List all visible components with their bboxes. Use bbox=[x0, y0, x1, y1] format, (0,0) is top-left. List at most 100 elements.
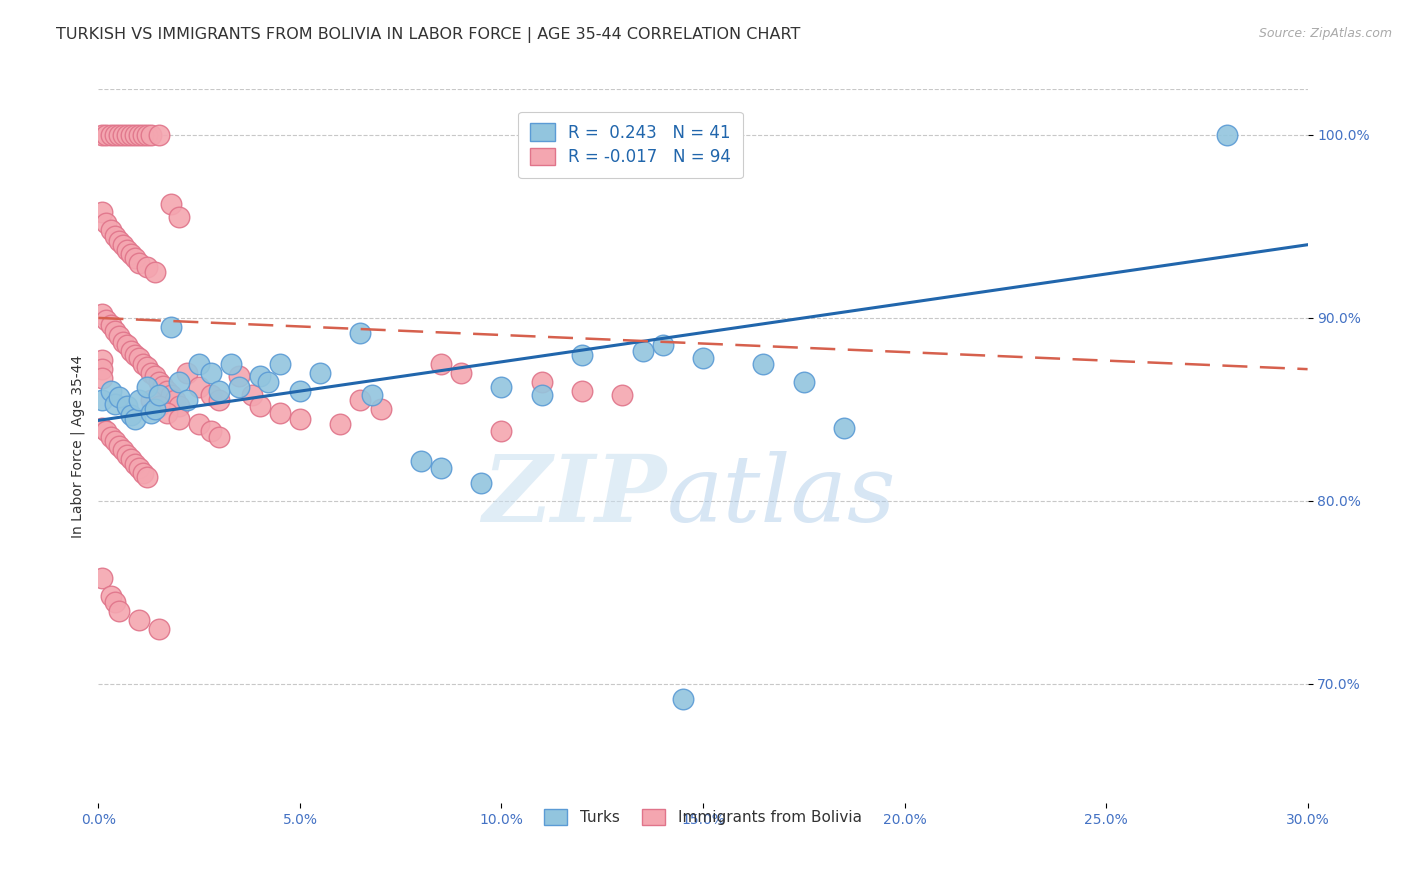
Point bbox=[115, 128, 138, 142]
Point bbox=[128, 128, 150, 142]
Point bbox=[103, 434, 125, 448]
Point bbox=[361, 388, 384, 402]
Point bbox=[91, 204, 114, 219]
Point bbox=[269, 357, 291, 371]
Text: TURKISH VS IMMIGRANTS FROM BOLIVIA IN LABOR FORCE | AGE 35-44 CORRELATION CHART: TURKISH VS IMMIGRANTS FROM BOLIVIA IN LA… bbox=[56, 27, 800, 43]
Point bbox=[148, 375, 170, 389]
Point bbox=[103, 397, 125, 411]
Point bbox=[249, 399, 271, 413]
Point bbox=[135, 128, 157, 142]
Point bbox=[100, 384, 122, 398]
Point bbox=[200, 366, 222, 380]
Point bbox=[132, 357, 155, 371]
Text: atlas: atlas bbox=[666, 451, 896, 541]
Point bbox=[120, 128, 142, 142]
Point bbox=[450, 366, 472, 380]
Point bbox=[148, 399, 170, 413]
Point bbox=[120, 408, 142, 422]
Point bbox=[91, 393, 114, 408]
Point bbox=[1216, 128, 1239, 142]
Point bbox=[148, 622, 170, 636]
Point bbox=[135, 260, 157, 274]
Point bbox=[139, 128, 162, 142]
Point bbox=[156, 406, 179, 420]
Point bbox=[128, 393, 150, 408]
Point bbox=[491, 380, 513, 394]
Legend: Turks, Immigrants from Bolivia: Turks, Immigrants from Bolivia bbox=[536, 800, 870, 834]
Point bbox=[793, 375, 815, 389]
Point bbox=[160, 197, 183, 211]
Point bbox=[692, 351, 714, 366]
Point bbox=[571, 384, 593, 398]
Point bbox=[135, 360, 157, 375]
Point bbox=[111, 237, 134, 252]
Point bbox=[107, 329, 129, 343]
Point bbox=[188, 357, 211, 371]
Point bbox=[128, 256, 150, 270]
Text: ZIP: ZIP bbox=[482, 451, 666, 541]
Point bbox=[91, 371, 114, 385]
Point bbox=[100, 223, 122, 237]
Point bbox=[111, 128, 134, 142]
Point bbox=[103, 128, 125, 142]
Point bbox=[103, 228, 125, 243]
Point bbox=[120, 247, 142, 261]
Point bbox=[491, 425, 513, 439]
Point bbox=[208, 430, 231, 444]
Point bbox=[124, 347, 146, 361]
Point bbox=[160, 388, 183, 402]
Point bbox=[228, 380, 250, 394]
Point bbox=[91, 571, 114, 585]
Point bbox=[148, 388, 170, 402]
Point bbox=[249, 369, 271, 384]
Point bbox=[672, 691, 695, 706]
Point bbox=[143, 402, 166, 417]
Point bbox=[530, 375, 553, 389]
Point bbox=[128, 351, 150, 366]
Point bbox=[612, 388, 634, 402]
Point bbox=[349, 393, 371, 408]
Point bbox=[139, 393, 162, 408]
Point bbox=[107, 390, 129, 404]
Point bbox=[128, 461, 150, 475]
Point bbox=[148, 128, 170, 142]
Point bbox=[124, 458, 146, 472]
Point bbox=[370, 402, 392, 417]
Point bbox=[163, 393, 186, 408]
Point bbox=[107, 128, 129, 142]
Point bbox=[139, 406, 162, 420]
Point bbox=[139, 366, 162, 380]
Point bbox=[256, 375, 278, 389]
Point bbox=[128, 613, 150, 627]
Point bbox=[96, 216, 118, 230]
Text: Source: ZipAtlas.com: Source: ZipAtlas.com bbox=[1258, 27, 1392, 40]
Point bbox=[100, 318, 122, 333]
Point bbox=[288, 411, 311, 425]
Point bbox=[143, 369, 166, 384]
Point bbox=[167, 375, 190, 389]
Point bbox=[349, 326, 371, 340]
Point bbox=[188, 380, 211, 394]
Point bbox=[530, 388, 553, 402]
Point bbox=[176, 366, 198, 380]
Point bbox=[124, 251, 146, 265]
Point bbox=[132, 128, 155, 142]
Point bbox=[115, 448, 138, 462]
Point bbox=[135, 380, 157, 394]
Point bbox=[167, 211, 190, 225]
Point bbox=[115, 244, 138, 258]
Point bbox=[430, 357, 453, 371]
Point bbox=[132, 467, 155, 481]
Point bbox=[96, 312, 118, 326]
Point bbox=[100, 430, 122, 444]
Point bbox=[143, 265, 166, 279]
Point bbox=[167, 399, 190, 413]
Point bbox=[288, 384, 311, 398]
Point bbox=[96, 425, 118, 439]
Point bbox=[167, 411, 190, 425]
Point bbox=[188, 417, 211, 431]
Point bbox=[208, 393, 231, 408]
Point bbox=[107, 439, 129, 453]
Point bbox=[91, 362, 114, 376]
Point bbox=[100, 589, 122, 603]
